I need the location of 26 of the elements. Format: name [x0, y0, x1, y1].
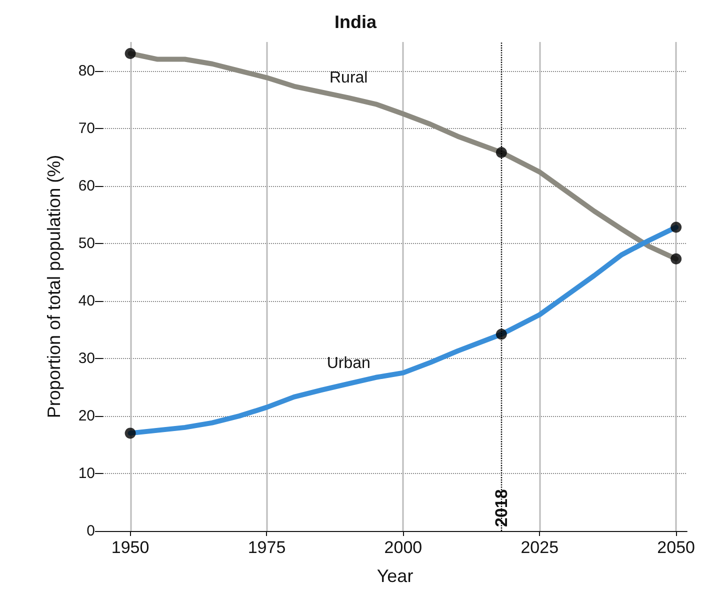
y-tick-label: 0: [86, 522, 95, 540]
y-axis-title: Proportion of total population (%): [44, 154, 64, 418]
y-tick-label: 40: [78, 292, 95, 310]
point: [670, 222, 682, 233]
chart-title: India: [334, 12, 378, 32]
x-tick-label: 1975: [248, 538, 286, 557]
series-label: Rural: [329, 69, 368, 86]
x-tick-label: 2025: [520, 538, 559, 557]
y-tick-label: 50: [78, 234, 95, 252]
y-tick-label: 30: [78, 350, 95, 367]
point: [124, 428, 136, 439]
y-tick-label: 60: [78, 177, 95, 194]
y-tick-label: 80: [78, 62, 95, 80]
point: [496, 146, 507, 158]
point: [124, 48, 136, 60]
ref-line-label: 2018: [492, 489, 511, 527]
x-tick-label: 2050: [657, 538, 695, 557]
y-tick-label: 70: [78, 120, 95, 137]
x-tick-label: 2000: [384, 538, 422, 557]
x-tick-label: 1950: [111, 538, 150, 557]
y-tick-label: 10: [78, 464, 95, 482]
series-label: Urban: [326, 355, 370, 372]
point: [670, 253, 682, 264]
y-tick-label: 20: [78, 407, 95, 424]
x-axis-title: Year: [376, 566, 414, 586]
point: [496, 328, 507, 340]
